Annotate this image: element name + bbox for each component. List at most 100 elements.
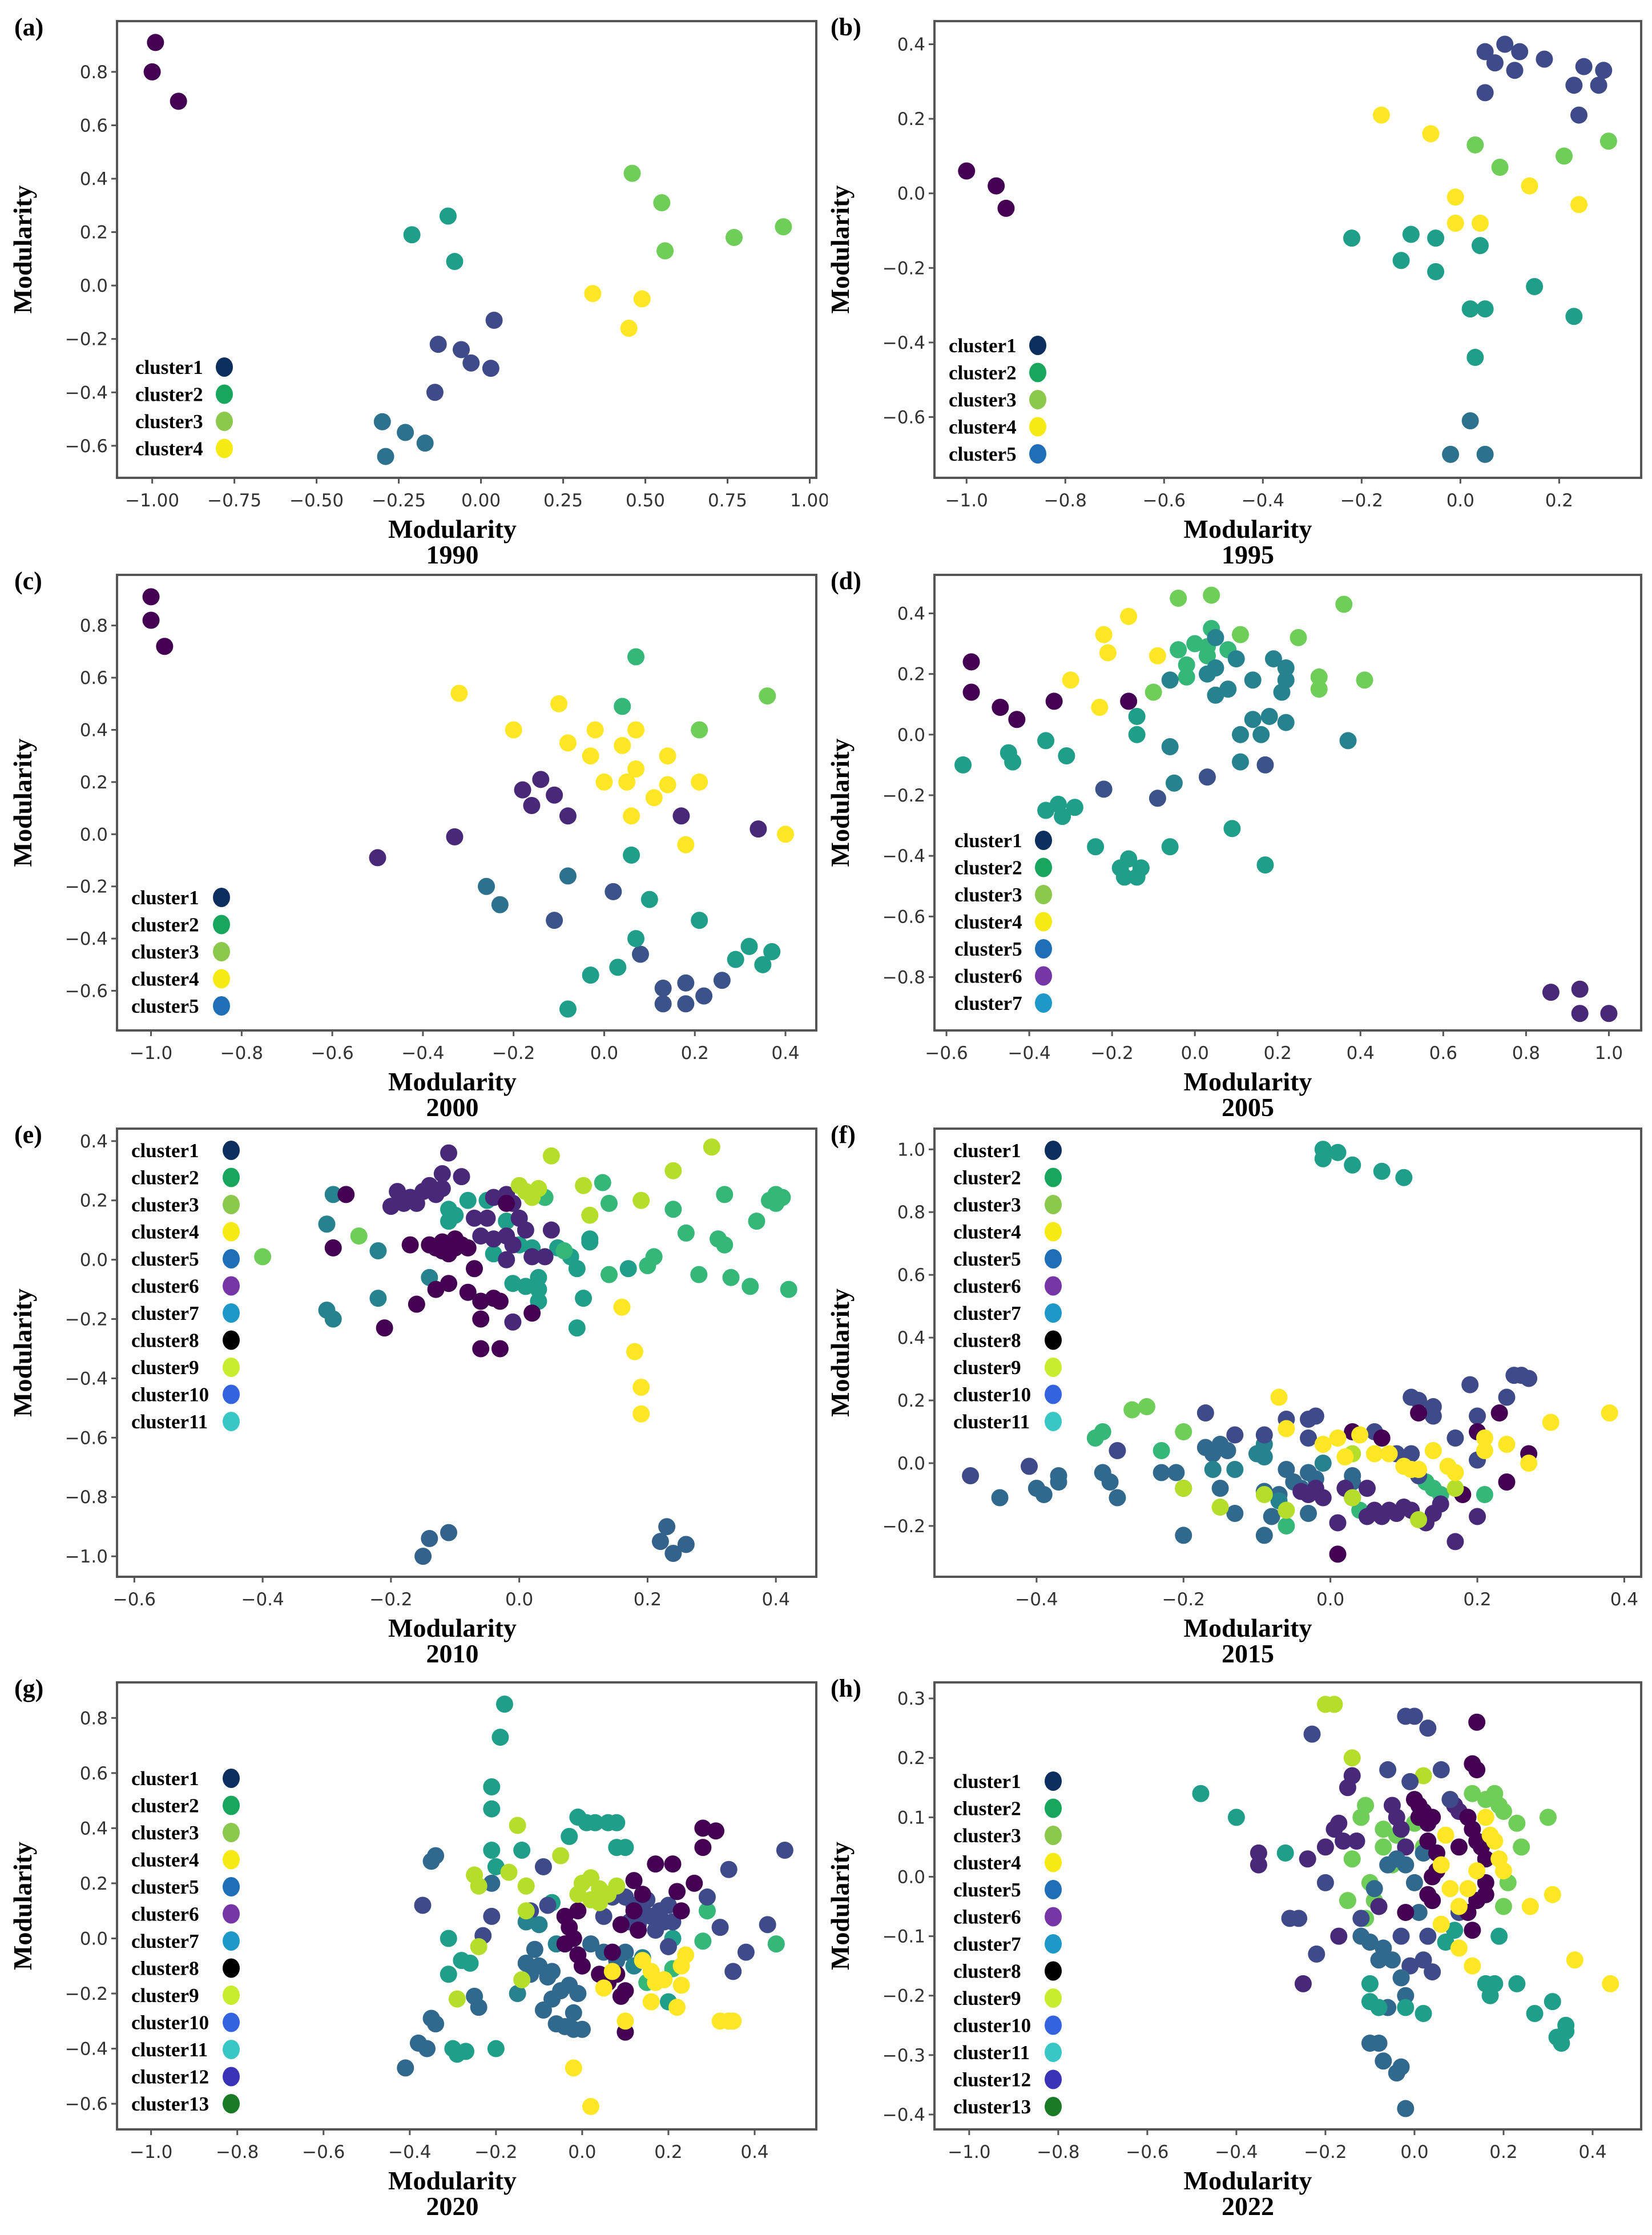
data-point (1405, 1874, 1423, 1891)
legend-marker (1045, 1907, 1062, 1927)
data-point (1392, 1969, 1410, 1987)
data-point (1424, 1963, 1441, 1981)
legend-marker (223, 1249, 240, 1268)
data-point (633, 290, 651, 308)
data-point (631, 945, 649, 963)
data-point (1270, 1388, 1288, 1406)
data-point (397, 2059, 414, 2077)
data-point (1466, 349, 1484, 367)
x-tick-label: −0.8 (1044, 490, 1087, 511)
x-tick-label: 0.0 (1400, 2142, 1428, 2162)
data-point (470, 1877, 487, 1895)
data-point (594, 1174, 611, 1191)
legend-label: cluster6 (953, 1906, 1021, 1928)
data-point (690, 1266, 708, 1283)
y-tick-label: −0.4 (65, 382, 108, 403)
data-point (457, 2043, 474, 2060)
legend: cluster1 cluster2 cluster3 cluster4 cluster5… (131, 1767, 240, 2115)
legend-label: cluster6 (954, 965, 1022, 988)
data-point (581, 1230, 599, 1248)
x-tick-label: −1.00 (125, 490, 179, 511)
y-tick-label: 0.0 (897, 1453, 925, 1474)
data-point (1437, 1934, 1454, 1951)
data-point (427, 2015, 445, 2033)
scatter-panel-2015: (f) −0.4 −0.2 0.0 0.2 0.4 −0.2 0.0 0.2 0.4 0.6 0.8 1… (826, 1121, 1642, 1668)
data-point (1087, 838, 1105, 856)
legend-marker (1045, 1358, 1062, 1377)
data-point (694, 1839, 712, 1857)
data-point (1419, 1833, 1437, 1850)
data-point (1255, 1527, 1273, 1544)
data-point (550, 695, 568, 712)
data-point (1316, 1874, 1334, 1891)
legend-label: cluster3 (135, 410, 203, 433)
data-point (1250, 1844, 1267, 1862)
y-tick-label: 0.8 (80, 1708, 108, 1729)
legend-marker (1045, 2015, 1062, 2035)
data-point (1330, 1927, 1348, 1945)
data-point (1314, 1455, 1332, 1472)
data-point (600, 1194, 618, 1212)
data-point (992, 699, 1009, 716)
data-point (750, 820, 767, 838)
legend-marker (223, 1986, 240, 2005)
data-point (1277, 659, 1295, 676)
legend-label: cluster12 (953, 2069, 1031, 2091)
legend-label: cluster1 (953, 1139, 1021, 1162)
legend-label: cluster6 (953, 1275, 1021, 1298)
data-point (1352, 1910, 1370, 1927)
data-point (1542, 1414, 1560, 1431)
legend: cluster1 cluster2 cluster3 cluster4 cluster5… (953, 1770, 1062, 2118)
legend-marker (1035, 993, 1052, 1013)
data-point (1392, 1927, 1410, 1945)
data-point (1424, 1407, 1442, 1425)
panel-label: (c) (14, 567, 42, 595)
legend-marker (1035, 831, 1052, 850)
data-point (1365, 1445, 1383, 1463)
data-point (1375, 1838, 1392, 1856)
legend-label: cluster5 (953, 1879, 1021, 1901)
data-point (677, 1536, 695, 1553)
data-point (421, 1529, 438, 1547)
data-point (632, 1405, 650, 1423)
data-point (440, 1524, 458, 1541)
data-point (1544, 1993, 1561, 2011)
data-point (1196, 1404, 1214, 1422)
data-point (446, 253, 464, 271)
data-point (726, 228, 743, 246)
data-point (254, 1248, 272, 1266)
data-point (1486, 1975, 1504, 1992)
data-point (418, 2040, 436, 2057)
legend-marker (223, 1303, 240, 1323)
x-tick-label: 0.2 (681, 1043, 709, 1064)
data-point (603, 1943, 621, 1961)
y-tick-label: −0.8 (65, 1487, 108, 1508)
y-tick-label: 0.2 (80, 1191, 108, 1211)
data-point (542, 1221, 560, 1239)
data-point (427, 1847, 445, 1864)
data-point (513, 1841, 531, 1859)
data-point (491, 1729, 509, 1746)
data-point (1358, 1479, 1376, 1497)
data-point (1099, 644, 1117, 662)
data-point (1335, 595, 1353, 613)
data-point (433, 1179, 451, 1197)
data-point (517, 1877, 535, 1895)
data-point (632, 1379, 650, 1396)
legend-marker (223, 2067, 240, 2087)
data-point (595, 773, 613, 791)
data-point (485, 1230, 502, 1248)
x-tick-label: −0.8 (220, 1043, 263, 1064)
data-point (1464, 1922, 1481, 1939)
y-axis-title: Modularity (9, 739, 37, 867)
y-tick-label: 0.4 (80, 1818, 108, 1839)
x-tick-label: −0.4 (241, 1589, 284, 1610)
legend-marker (1045, 1249, 1062, 1268)
data-point (595, 1979, 613, 1997)
data-point (1226, 1504, 1244, 1522)
data-point (1469, 1508, 1486, 1525)
legend-marker (213, 915, 230, 935)
data-point (1401, 1773, 1419, 1790)
data-point (1227, 650, 1245, 668)
data-point (429, 336, 447, 353)
